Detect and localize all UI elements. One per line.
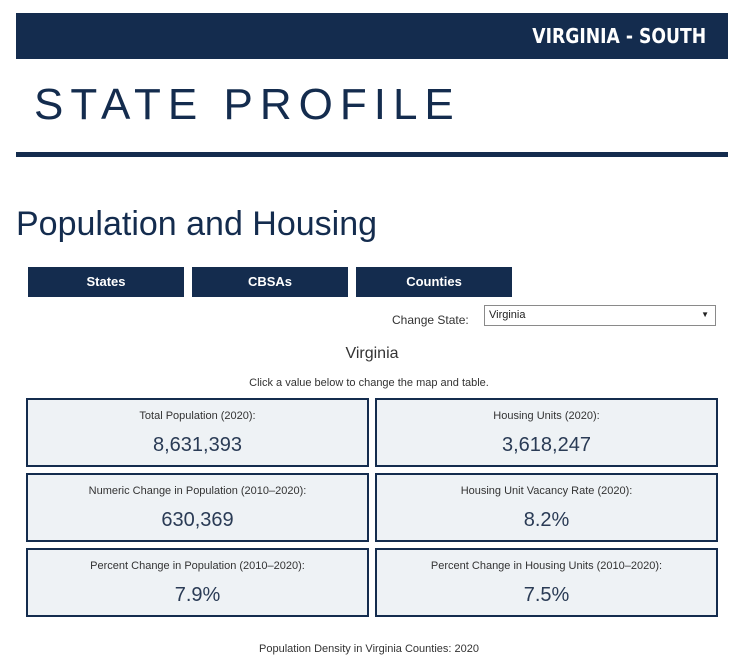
stat-card-value: 8,631,393 xyxy=(153,434,242,456)
region-banner: VIRGINIA - SOUTH xyxy=(16,13,728,59)
stat-card-value: 7.9% xyxy=(174,584,221,606)
stat-card-value: 3,618,247 xyxy=(502,434,591,456)
title-divider xyxy=(16,152,728,157)
stat-card-numeric-change-population[interactable]: Numeric Change in Population (2010–2020)… xyxy=(26,473,369,542)
stat-card-total-population[interactable]: Total Population (2020): 8,631,393 xyxy=(26,398,369,467)
change-state-label: Change State: xyxy=(392,313,469,327)
stat-card-value: 630,369 xyxy=(161,509,234,531)
section-title: Population and Housing xyxy=(16,205,378,243)
stat-card-housing-units[interactable]: Housing Units (2020): 3,618,247 xyxy=(375,398,718,467)
state-select[interactable]: Virginia ▼ xyxy=(484,305,716,326)
page-title: STATE PROFILE xyxy=(34,80,461,129)
stat-card-vacancy-rate[interactable]: Housing Unit Vacancy Rate (2020): 8.2% xyxy=(375,473,718,542)
stat-card-label: Percent Change in Population (2010–2020)… xyxy=(90,560,305,572)
tab-cbsas[interactable]: CBSAs xyxy=(192,267,348,297)
stat-card-value: 7.5% xyxy=(523,584,570,606)
selected-state-name: Virginia xyxy=(345,345,399,362)
tab-states[interactable]: States xyxy=(28,267,184,297)
stat-card-percent-change-population[interactable]: Percent Change in Population (2010–2020)… xyxy=(26,548,369,617)
map-caption: Population Density in Virginia Counties:… xyxy=(259,643,479,655)
tab-counties[interactable]: Counties xyxy=(356,267,512,297)
instruction-text: Click a value below to change the map an… xyxy=(249,377,489,389)
stat-card-label: Percent Change in Housing Units (2010–20… xyxy=(430,560,663,572)
stat-card-percent-change-housing[interactable]: Percent Change in Housing Units (2010–20… xyxy=(375,548,718,617)
state-select-value: Virginia xyxy=(489,309,526,321)
stat-card-value: 8.2% xyxy=(523,509,570,531)
region-banner-label: VIRGINIA - SOUTH xyxy=(532,24,706,48)
stat-card-label: Housing Unit Vacancy Rate (2020): xyxy=(460,485,633,497)
stat-card-label: Housing Units (2020): xyxy=(493,410,600,422)
stat-card-label: Numeric Change in Population (2010–2020)… xyxy=(88,485,307,497)
chevron-down-icon: ▼ xyxy=(701,310,709,319)
stat-card-label: Total Population (2020): xyxy=(139,410,256,422)
